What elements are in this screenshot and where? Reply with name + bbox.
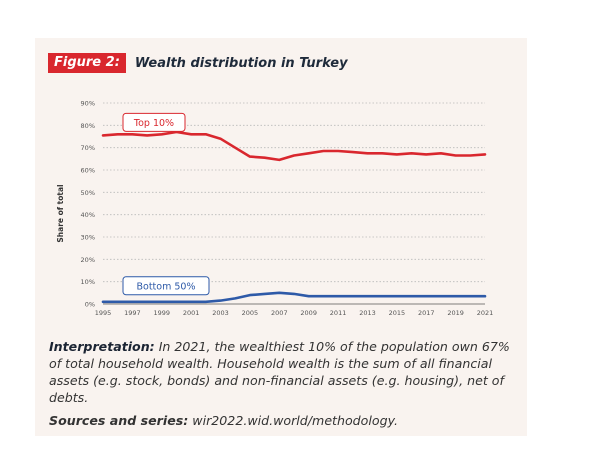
series-label-box [122,276,210,296]
x-tick-label: 2019 [447,309,464,317]
line-chart: 0% 10% 20% 30% 40% 50% 60% 70% 80% 90% 1995 1997 199… [56,100,494,318]
interpretation-note: Interpretation: In 2021, the wealthiest … [49,338,517,406]
x-tick-label: 2007 [271,309,288,317]
x-tick-label: 2003 [212,309,229,317]
figure-title: Wealth distribution in Turkey [134,55,348,71]
x-tick-label: 2021 [477,309,494,317]
y-tick-label: 0% [85,301,95,309]
x-tick-label: 1995 [95,309,112,317]
y-axis-label: Share of total [56,184,65,242]
interpretation-text: In 2021, the wealthiest 10% of the popul… [49,339,510,405]
series-line [101,291,487,304]
figure-header: Figure 2: Wealth distribution in Turkey [48,52,348,74]
x-tick-label: 1999 [153,309,170,317]
x-tick-label: 2001 [183,309,200,317]
series-label: Bottom 50% [137,281,196,292]
y-tick-label: 40% [81,211,95,219]
series-label-box [122,112,186,132]
x-tick-label: 2005 [242,309,259,317]
y-tick-label: 50% [81,189,95,197]
x-tick-label: 2017 [418,309,435,317]
series-label: Top 10% [133,118,174,129]
y-tick-label: 10% [81,278,95,286]
figure-label-badge: Figure 2: [48,53,126,73]
x-tick-label: 2013 [359,309,376,317]
x-tick-label: 1997 [124,309,141,317]
interpretation-label: Interpretation: [49,339,155,354]
y-tick-label: 60% [81,167,95,175]
x-tick-label: 2011 [330,309,347,317]
y-tick-label: 80% [81,122,95,130]
y-tick-label: 30% [81,234,95,242]
y-tick-label: 90% [81,100,95,108]
series-line [101,130,487,162]
sources-note: Sources and series: wir2022.wid.world/me… [49,413,398,428]
y-tick-label: 20% [81,256,95,264]
sources-text: wir2022.wid.world/methodology. [188,413,399,428]
y-tick-label: 70% [81,144,95,152]
x-tick-label: 2015 [389,309,406,317]
x-tick-label: 2009 [300,309,317,317]
figure-card: Figure 2: Wealth distribution in Turkey … [35,38,527,436]
sources-label: Sources and series: [49,413,189,428]
